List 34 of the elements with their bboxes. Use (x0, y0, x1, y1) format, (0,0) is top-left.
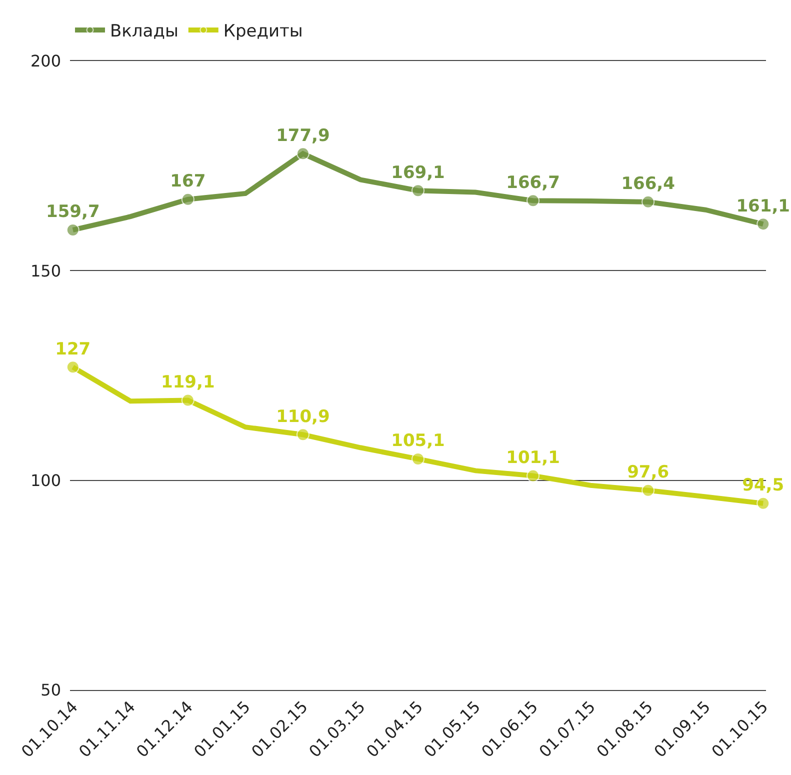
point (756, 218, 770, 231)
y-tick-label: 100 (30, 470, 61, 490)
point (642, 484, 655, 497)
point (66, 223, 80, 236)
point (526, 194, 540, 208)
point (756, 496, 770, 510)
point (296, 147, 310, 160)
data-label: 110,9 (276, 406, 330, 427)
data-label: 101,1 (506, 448, 560, 468)
data-label: 159,7 (46, 202, 100, 222)
legend-label: Вклады (110, 22, 178, 42)
point (526, 469, 540, 482)
data-label: 97,6 (627, 462, 670, 483)
data-label: 167 (170, 172, 206, 192)
point (412, 184, 424, 198)
data-label: 177,9 (276, 126, 330, 146)
point (181, 394, 194, 407)
data-label: 127 (55, 339, 91, 360)
point (66, 360, 80, 374)
point (296, 428, 310, 442)
data-label: 105,1 (391, 431, 445, 452)
legend-label: Кредиты (223, 22, 303, 42)
y-tick-label: 50 (40, 680, 61, 700)
data-label: 94,5 (742, 476, 784, 496)
data-label: 166,4 (621, 174, 676, 194)
point (412, 452, 424, 466)
data-label: 169,1 (391, 162, 445, 183)
y-tick-label: 150 (30, 261, 61, 280)
data-label: 161,1 (736, 196, 790, 216)
point (642, 195, 655, 208)
point (181, 192, 194, 206)
data-label: 166,7 (506, 172, 560, 193)
data-label: 119,1 (161, 372, 215, 392)
y-tick-label: 200 (30, 52, 61, 71)
